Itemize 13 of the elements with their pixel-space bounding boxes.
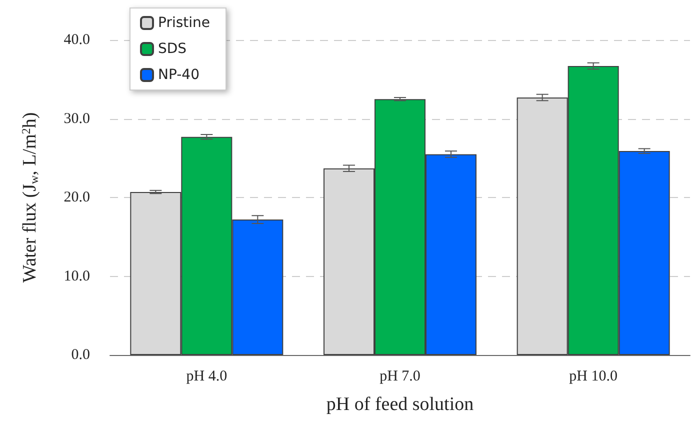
y-tick-label: 20.0 [64, 190, 90, 206]
y-tick-label: 40.0 [64, 32, 90, 48]
legend-label: SDS [158, 41, 187, 57]
y-tick-label: 30.0 [64, 110, 90, 127]
x-axis-title: pH of feed solution [326, 394, 474, 415]
y-tick-label: 10.0 [64, 268, 90, 284]
y-axis-title: Water flux (Jw, L/m2h) [19, 112, 41, 283]
x-tick-label: pH 4.0 [186, 368, 228, 384]
legend-label: Pristine [158, 15, 210, 31]
legend-label: NP-40 [158, 67, 200, 83]
x-tick-label: pH 7.0 [380, 368, 420, 384]
y-tick-label: 0.0 [71, 347, 90, 363]
x-tick-label: pH 10.0 [569, 368, 618, 384]
